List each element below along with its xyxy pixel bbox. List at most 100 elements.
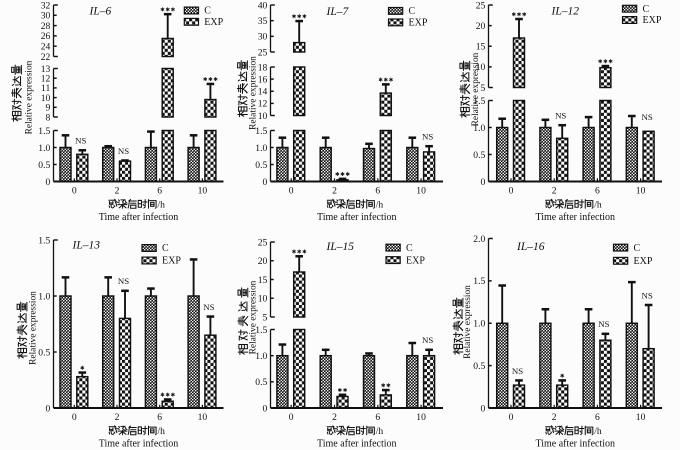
svg-text:1.0: 1.0 (38, 291, 50, 302)
svg-text:6: 6 (157, 412, 162, 423)
svg-text:0.5: 0.5 (473, 150, 485, 161)
svg-text:Relative expression: Relative expression (471, 52, 481, 126)
svg-text:NS: NS (512, 366, 523, 376)
svg-text:24: 24 (41, 42, 51, 53)
svg-text:16: 16 (258, 74, 268, 85)
svg-text:6: 6 (595, 186, 600, 197)
svg-text:Relative expression: Relative expression (25, 60, 35, 134)
svg-text:5: 5 (263, 312, 268, 323)
svg-text:1.0: 1.0 (255, 351, 267, 362)
svg-text:26: 26 (41, 31, 51, 42)
svg-text:10: 10 (198, 186, 208, 197)
svg-text:20: 20 (258, 256, 268, 267)
svg-text:Relative expression: Relative expression (28, 291, 38, 365)
svg-text:0: 0 (46, 403, 51, 414)
svg-text:1.5: 1.5 (473, 96, 485, 107)
svg-text:NS: NS (203, 302, 214, 312)
svg-text:1.0: 1.0 (473, 319, 485, 330)
svg-text:30: 30 (258, 32, 268, 43)
svg-text:0: 0 (263, 177, 268, 188)
svg-text:11: 11 (41, 83, 50, 94)
svg-text:C: C (204, 6, 211, 17)
svg-text:Time after infection: Time after infection (99, 212, 179, 223)
svg-text:0: 0 (509, 186, 514, 197)
svg-text:1.5: 1.5 (38, 126, 50, 137)
svg-text:10: 10 (198, 412, 208, 423)
svg-text:12: 12 (258, 99, 268, 110)
svg-text:C: C (643, 4, 650, 15)
svg-text:2: 2 (552, 186, 557, 197)
svg-text:2: 2 (552, 412, 557, 423)
svg-text:EXP: EXP (406, 255, 425, 266)
svg-text:25: 25 (476, 0, 486, 11)
svg-text:10: 10 (41, 93, 51, 104)
svg-text:32: 32 (41, 0, 51, 11)
svg-text:10: 10 (636, 412, 646, 423)
svg-text:28: 28 (41, 21, 51, 32)
svg-text:10: 10 (416, 412, 426, 423)
svg-text:Relative expression: Relative expression (463, 285, 473, 359)
svg-text:0: 0 (289, 186, 294, 197)
svg-text:10: 10 (476, 62, 486, 73)
svg-text:0: 0 (481, 177, 486, 188)
svg-text:/h: /h (158, 426, 166, 437)
svg-text:6: 6 (157, 186, 162, 197)
svg-text:Relative expression: Relative expression (248, 280, 258, 354)
svg-text:0.5: 0.5 (255, 377, 267, 388)
svg-text:IL–16: IL–16 (516, 241, 545, 253)
svg-text:NS: NS (118, 146, 129, 156)
svg-text:NS: NS (118, 276, 129, 286)
svg-text:2.0: 2.0 (473, 234, 485, 245)
svg-text:10: 10 (258, 111, 268, 122)
svg-text:C: C (634, 243, 641, 254)
svg-text:IL–13: IL–13 (72, 240, 101, 252)
svg-text:Time after infection: Time after infection (317, 439, 397, 450)
svg-text:Time after infection: Time after infection (535, 439, 615, 450)
svg-text:0: 0 (72, 412, 77, 423)
svg-text:25: 25 (258, 47, 268, 58)
svg-text:NS: NS (75, 136, 86, 146)
svg-text:/h: /h (158, 200, 166, 211)
svg-text:/h: /h (594, 426, 602, 437)
svg-text:NS: NS (422, 335, 433, 345)
svg-text:NS: NS (422, 132, 433, 142)
svg-text:8: 8 (46, 112, 51, 123)
svg-text:C: C (409, 6, 416, 17)
svg-text:IL–15: IL–15 (326, 241, 355, 253)
svg-text:0.5: 0.5 (38, 347, 50, 358)
svg-text:35: 35 (258, 16, 268, 27)
svg-text:NS: NS (641, 290, 652, 300)
svg-text:15: 15 (258, 275, 268, 286)
svg-text:1.5: 1.5 (255, 325, 267, 336)
svg-text:40: 40 (258, 0, 268, 11)
svg-text:0.5: 0.5 (473, 361, 485, 372)
svg-text:0.5: 0.5 (38, 160, 50, 171)
svg-text:6: 6 (595, 412, 600, 423)
svg-text:1.5: 1.5 (255, 126, 267, 137)
svg-text:EXP: EXP (162, 256, 181, 267)
svg-text:IL–7: IL–7 (326, 6, 350, 18)
svg-text:12: 12 (41, 74, 51, 85)
svg-text:NS: NS (555, 111, 566, 121)
svg-text:0: 0 (481, 403, 486, 414)
svg-text:C: C (162, 243, 169, 254)
svg-text:0: 0 (46, 177, 51, 188)
svg-text:6: 6 (375, 186, 380, 197)
svg-text:1.5: 1.5 (38, 235, 50, 246)
svg-text:C: C (406, 243, 413, 254)
svg-text:IL–6: IL–6 (89, 6, 112, 18)
svg-text:18: 18 (258, 62, 268, 73)
svg-text:1.0: 1.0 (38, 143, 50, 154)
svg-text:EXP: EXP (643, 15, 662, 26)
svg-text:Time after infection: Time after infection (535, 212, 615, 223)
svg-text:22: 22 (41, 52, 51, 63)
svg-text:IL–12: IL–12 (551, 6, 580, 18)
svg-text:10: 10 (258, 294, 268, 305)
svg-text:/h: /h (594, 200, 602, 211)
svg-text:10: 10 (416, 186, 426, 197)
svg-text:/h: /h (376, 200, 384, 211)
svg-text:2: 2 (115, 186, 120, 197)
svg-text:Time after infection: Time after infection (317, 212, 397, 223)
svg-text:0: 0 (509, 412, 514, 423)
svg-text:20: 20 (476, 21, 486, 32)
